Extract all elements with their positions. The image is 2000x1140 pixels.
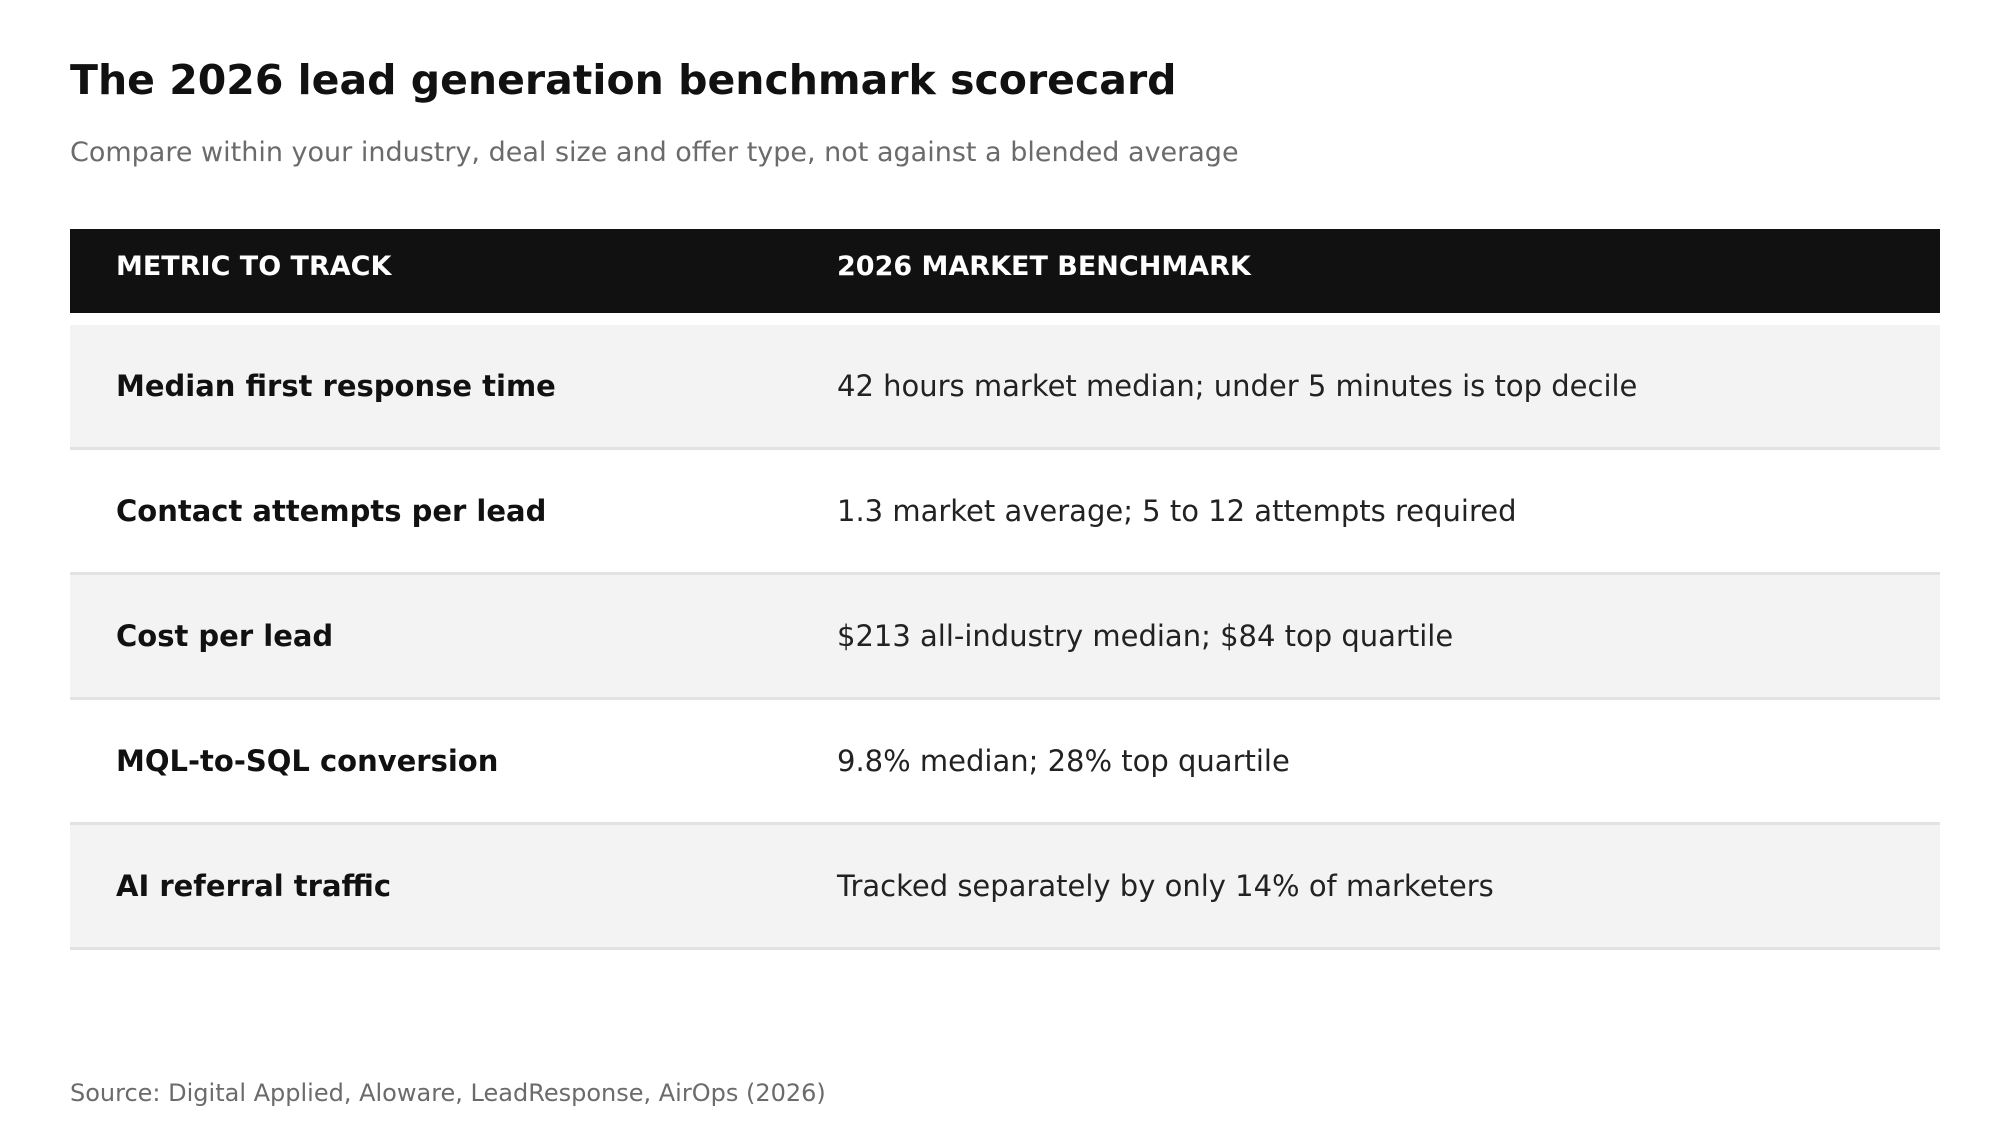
table-row: Contact attempts per lead 1.3 market ave… [70, 450, 1940, 575]
header-metric: METRIC TO TRACK [116, 251, 392, 282]
benchmark-cell: 1.3 market average; 5 to 12 attempts req… [837, 494, 1517, 528]
table-row: AI referral traffic Tracked separately b… [70, 825, 1940, 950]
benchmark-cell: 42 hours market median; under 5 minutes … [837, 369, 1638, 403]
metric-cell: Cost per lead [116, 619, 334, 653]
benchmark-cell: Tracked separately by only 14% of market… [837, 869, 1494, 903]
page-title: The 2026 lead generation benchmark score… [70, 56, 1177, 104]
metric-cell: Contact attempts per lead [116, 494, 547, 528]
benchmark-cell: 9.8% median; 28% top quartile [837, 744, 1290, 778]
table-row: MQL-to-SQL conversion 9.8% median; 28% t… [70, 700, 1940, 825]
metric-cell: AI referral traffic [116, 869, 392, 903]
table-header: METRIC TO TRACK 2026 MARKET BENCHMARK [70, 229, 1940, 313]
benchmark-cell: $213 all-industry median; $84 top quarti… [837, 619, 1454, 653]
header-benchmark: 2026 MARKET BENCHMARK [837, 251, 1251, 282]
table-row: Cost per lead $213 all-industry median; … [70, 575, 1940, 700]
metric-cell: Median first response time [116, 369, 556, 403]
page-subtitle: Compare within your industry, deal size … [70, 137, 1239, 168]
source-note: Source: Digital Applied, Aloware, LeadRe… [70, 1079, 826, 1107]
metric-cell: MQL-to-SQL conversion [116, 744, 499, 778]
table-row: Median first response time 42 hours mark… [70, 325, 1940, 450]
benchmark-table: METRIC TO TRACK 2026 MARKET BENCHMARK Me… [70, 229, 1940, 950]
